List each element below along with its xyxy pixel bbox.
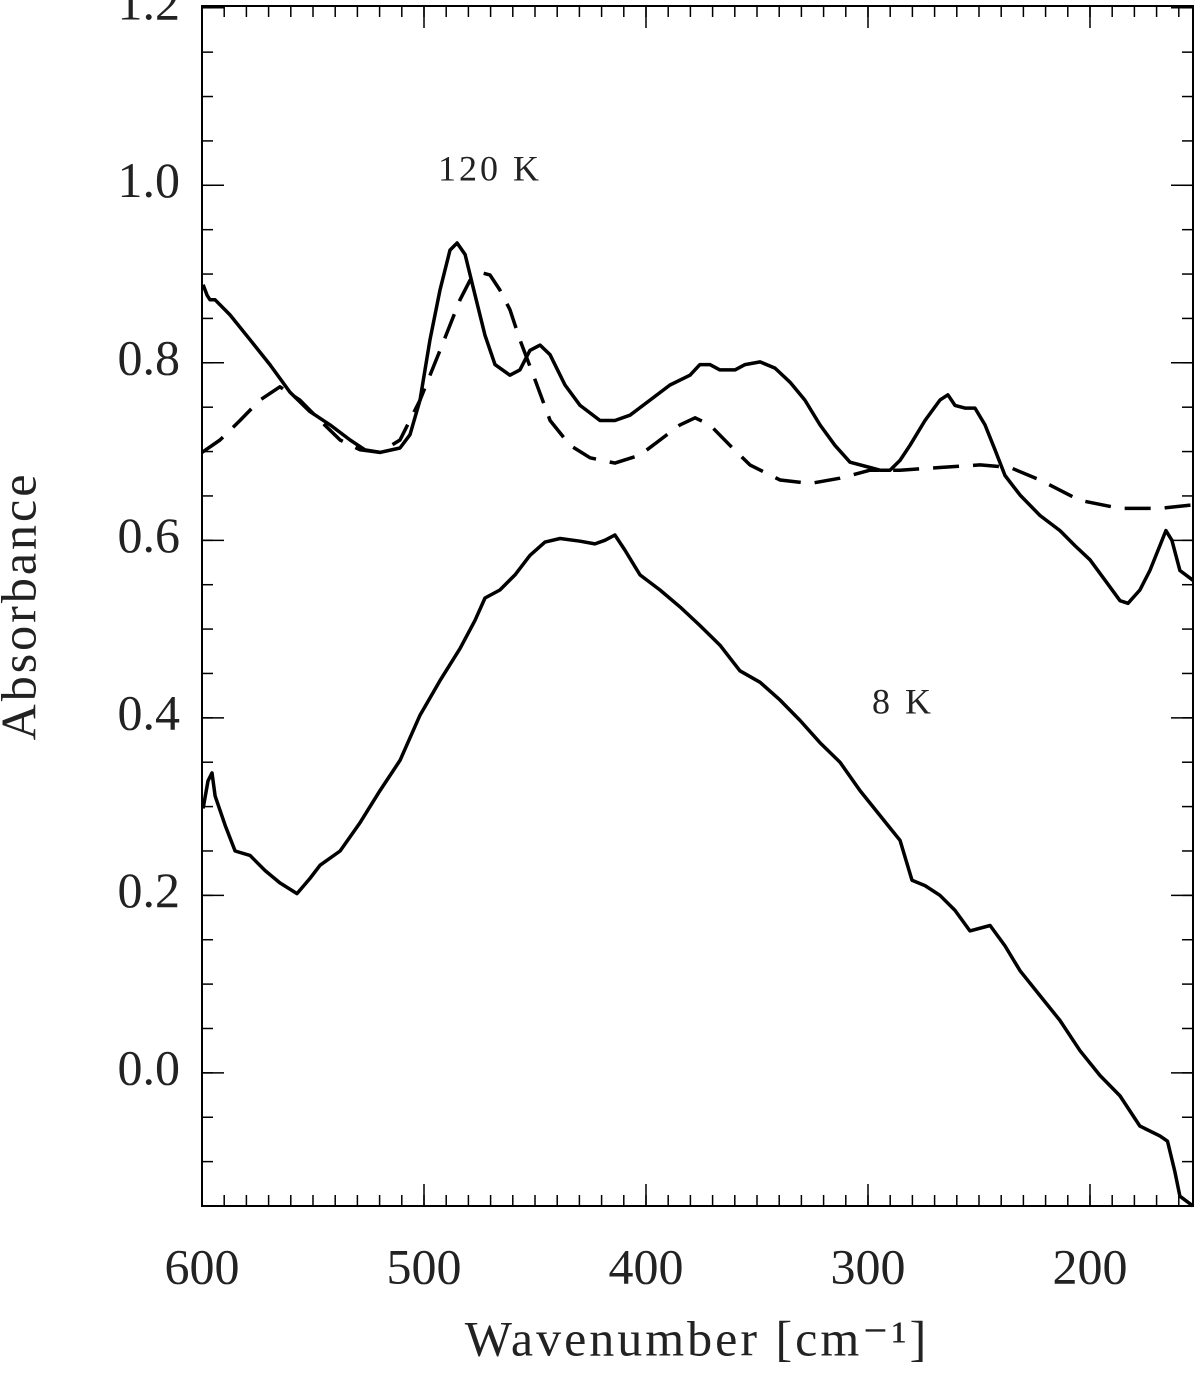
series-line: [201, 270, 1194, 511]
plot-frame: [201, 5, 1194, 1207]
series-label: 8 K: [872, 681, 934, 721]
x-tick-label: 500: [386, 1238, 461, 1294]
y-tick-label: 0.4: [118, 684, 181, 740]
x-tick-label: 600: [165, 1238, 240, 1294]
series-line: [201, 533, 1195, 1208]
y-tick-label: 0.0: [118, 1039, 181, 1095]
x-tick-label: 400: [608, 1238, 683, 1294]
series-line: [201, 241, 1195, 606]
y-axis-label: Absorbance: [0, 472, 46, 741]
x-axis-label: Wavenumber [cm⁻¹]: [465, 1310, 930, 1366]
y-tick-label: 0.6: [118, 507, 181, 563]
series-label: 120 K: [438, 148, 542, 188]
y-tick-label: 0.2: [118, 862, 181, 918]
x-tick-label: 200: [1052, 1238, 1127, 1294]
y-tick-label: 0.8: [118, 329, 181, 385]
x-tick-label: 300: [830, 1238, 905, 1294]
y-tick-label: 1.2: [118, 0, 181, 30]
y-tick-label: 1.0: [118, 152, 181, 208]
